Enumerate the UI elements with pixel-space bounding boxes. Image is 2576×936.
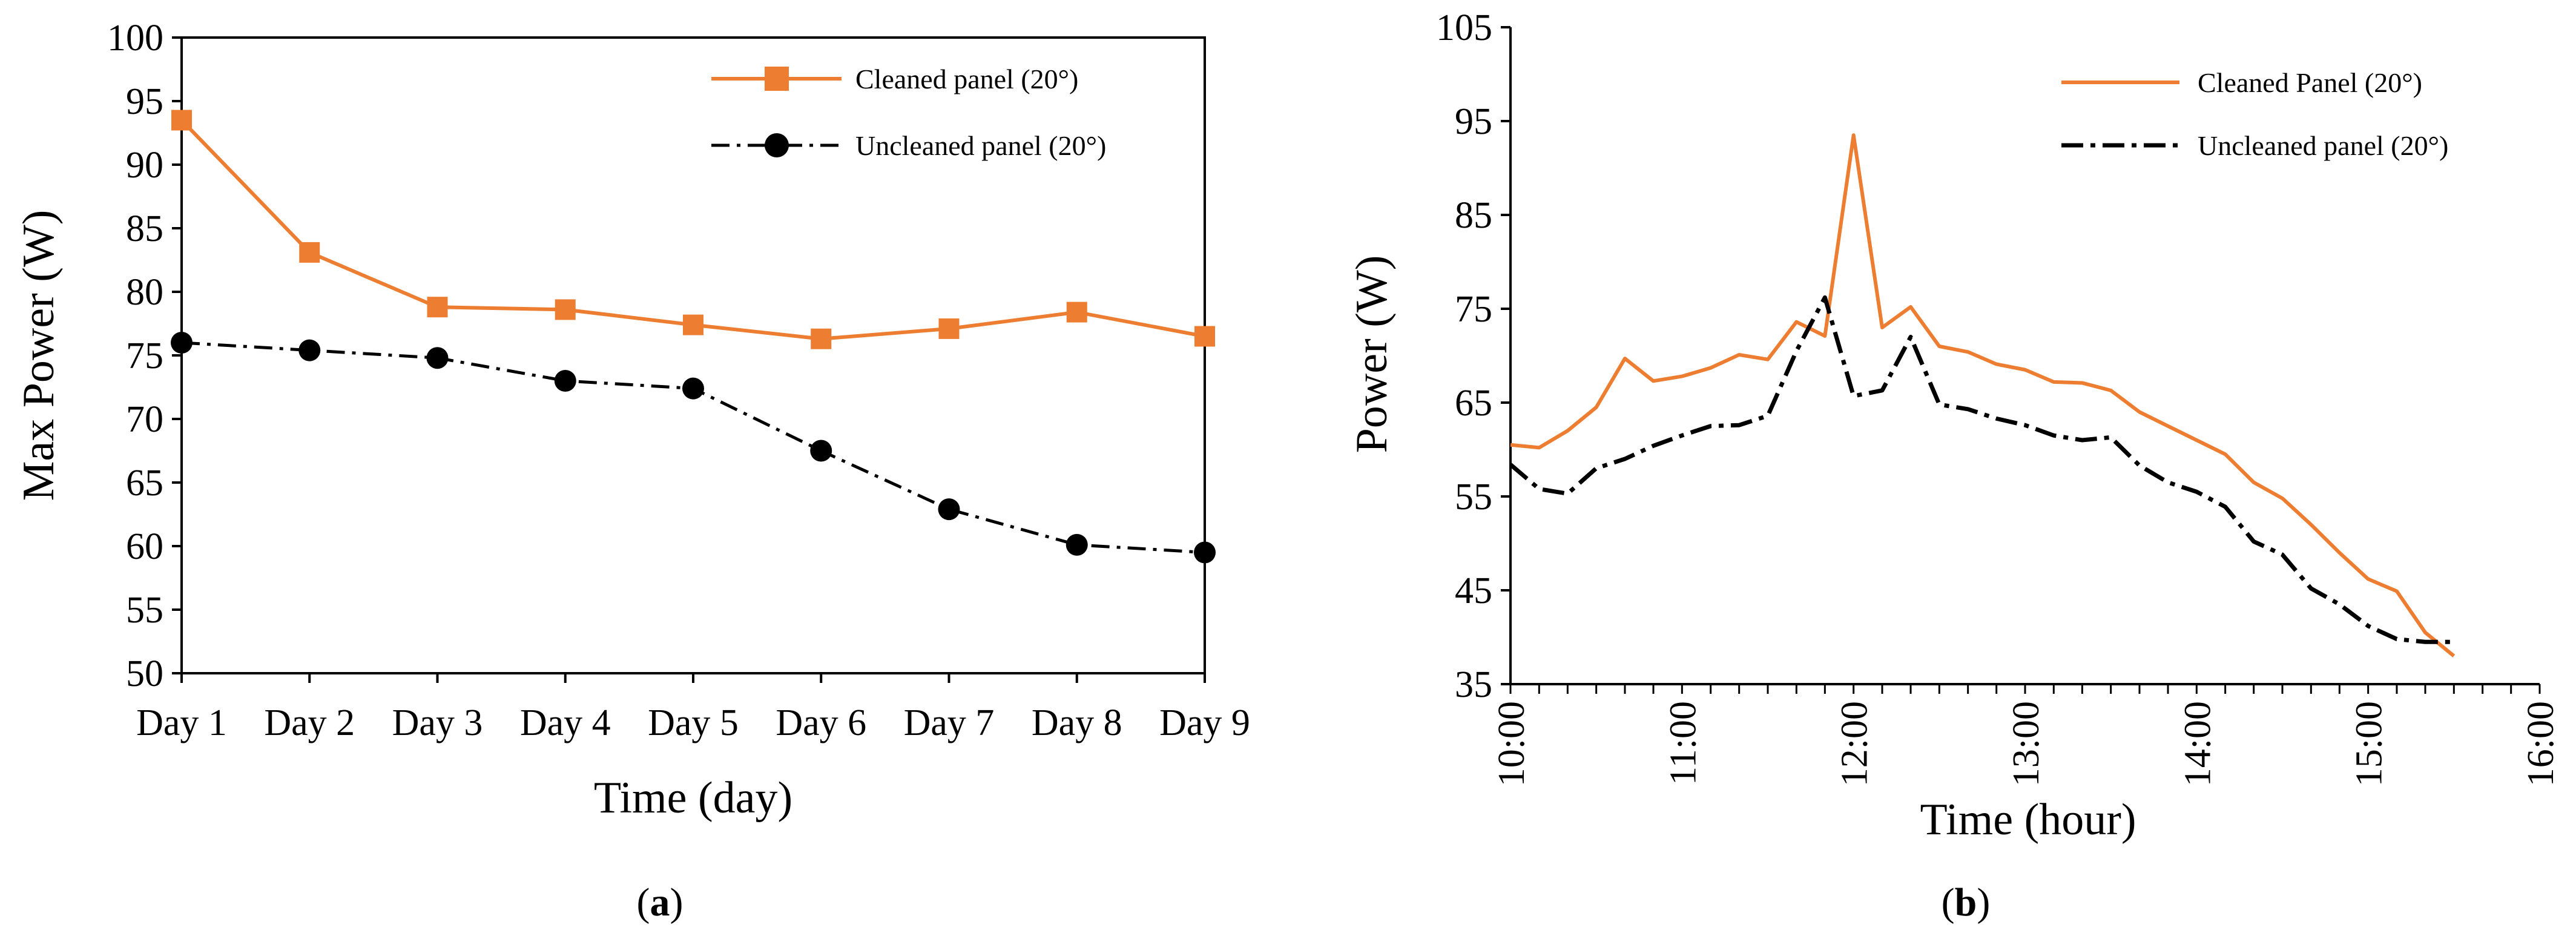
chart-b-y-tick-label: 55: [1455, 476, 1492, 518]
legend-b-label-cleaned: Cleaned Panel (20°): [2198, 67, 2422, 98]
chart-a-point-uncleaned: [810, 440, 832, 462]
chart-a-x-tick-label: Day 2: [264, 702, 355, 743]
chart-b-x-tick-label: 11:00: [1662, 701, 1704, 785]
chart-a-y-tick-label: 50: [126, 653, 163, 694]
legend-a-label-cleaned: Cleaned panel (20°): [855, 64, 1078, 94]
chart-b-x-tick-label: 10:00: [1491, 701, 1532, 786]
legend-a-marker-cleaned: [765, 67, 789, 91]
chart-a-point-cleaned: [1194, 326, 1215, 347]
chart-a-point-cleaned: [811, 328, 832, 349]
chart-a-y-ticks: 50 55 60 65 70 75 80 85 90 95 100: [107, 18, 182, 694]
chart-b-y-tick-label: 65: [1455, 383, 1492, 424]
chart-a-point-uncleaned: [938, 498, 960, 521]
chart-a-point-uncleaned: [426, 347, 449, 369]
chart-a-y-tick-label: 85: [126, 208, 163, 249]
chart-b-x-tick-label: 13:00: [2006, 701, 2047, 786]
chart-a-y-tick-label: 60: [126, 526, 163, 567]
chart-a-point-cleaned: [938, 318, 960, 339]
chart-a-caption-letter: a: [650, 880, 670, 924]
chart-b-x-tick-label: 16:00: [2520, 701, 2561, 786]
chart-b-y-tick-label: 85: [1455, 195, 1492, 236]
chart-b-x-tick-label: 12:00: [1834, 701, 1876, 786]
chart-b-y-tick-label: 95: [1455, 101, 1492, 142]
chart-a-x-tick-label: Day 6: [776, 702, 866, 743]
chart-a-point-uncleaned: [171, 332, 193, 354]
chart-a-point-uncleaned: [554, 370, 576, 392]
chart-a-y-tick-label: 100: [107, 18, 163, 59]
chart-a-x-tick-label: Day 4: [520, 702, 611, 743]
chart-a-x-axis-title: Time (day): [594, 773, 792, 823]
chart-a-x-tick-label: Day 7: [904, 702, 995, 743]
chart-a-caption-close: ): [670, 880, 684, 924]
chart-a-x-tick-label: Day 3: [392, 702, 483, 743]
chart-a-legend: Cleaned panel (20°) Uncleaned panel (20°…: [711, 64, 1106, 161]
legend-a-label-uncleaned: Uncleaned panel (20°): [855, 130, 1106, 161]
chart-a-y-tick-label: 80: [126, 272, 163, 313]
chart-b-caption-letter: b: [1955, 880, 1977, 924]
legend-b-label-uncleaned: Uncleaned panel (20°): [2198, 130, 2448, 161]
chart-a-x-tick-label: Day 8: [1032, 702, 1122, 743]
legend-a-marker-uncleaned: [765, 133, 789, 157]
chart-a-x-ticks: Day 1 Day 2 Day 3 Day 4 Day 5 Day 6 Day 7 Day 8…: [136, 673, 1250, 743]
chart-a-point-cleaned: [299, 242, 320, 263]
chart-a-y-tick-label: 75: [126, 335, 163, 377]
chart-a-point-uncleaned: [298, 339, 321, 361]
chart-a-series-line-uncleaned: [181, 341, 1205, 554]
chart-b-y-tick-label: 35: [1455, 664, 1492, 705]
chart-a-x-tick-label: Day 5: [648, 702, 739, 743]
chart-a-caption-open: (: [637, 880, 650, 924]
chart-a-y-tick-label: 65: [126, 463, 163, 504]
chart-b-x-ticks: 10:00 11:00 12:00 13:00 14:00 15:00 16:00: [1491, 684, 2561, 786]
chart-a-y-axis-title: Max Power (W): [14, 210, 64, 501]
chart-b-caption-close: ): [1977, 880, 1990, 924]
chart-b-y-tick-label: 75: [1455, 289, 1492, 330]
chart-b-y-ticks: 35 45 55 65 75 85 95 105: [1436, 7, 1510, 705]
chart-b-series: [1509, 133, 2456, 658]
chart-a-y-tick-label: 55: [126, 590, 163, 631]
chart-b-series-line-uncleaned: [1509, 295, 2454, 644]
chart-a-y-tick-label: 95: [126, 81, 163, 122]
chart-a-point-uncleaned: [682, 377, 704, 400]
chart-a-point-uncleaned: [1194, 541, 1216, 564]
chart-b: 35 45 55 65 75 85 95 105 10:00 11:00 12:00 13:00 14…: [1347, 7, 2561, 924]
chart-a-caption: (a): [637, 880, 684, 924]
chart-a-point-uncleaned: [1066, 533, 1088, 556]
chart-a-series: [171, 110, 1216, 564]
chart-a-point-cleaned: [1066, 302, 1087, 323]
chart-b-y-axis-title: Power (W): [1347, 255, 1397, 453]
chart-b-caption: (b): [1942, 880, 1991, 924]
chart-b-x-tick-label: 15:00: [2349, 701, 2390, 786]
chart-a-y-tick-label: 70: [126, 399, 163, 440]
chart-b-legend: Cleaned Panel (20°) Uncleaned panel (20°…: [2061, 67, 2448, 161]
chart-b-y-tick-label: 105: [1436, 7, 1492, 48]
chart-a-y-tick-label: 90: [126, 145, 163, 186]
chart-a-point-cleaned: [555, 299, 576, 320]
chart-b-y-tick-label: 45: [1455, 570, 1492, 611]
chart-a-point-cleaned: [427, 297, 448, 318]
chart-a-x-tick-label: Day 1: [136, 702, 227, 743]
chart-b-series-line-cleaned: [1510, 133, 2456, 658]
chart-a-point-cleaned: [171, 110, 192, 131]
chart-a-x-tick-label: Day 9: [1159, 702, 1250, 743]
chart-b-x-tick-label: 14:00: [2177, 701, 2218, 786]
chart-b-x-axis-title: Time (hour): [1920, 795, 2136, 845]
chart-b-caption-open: (: [1942, 880, 1955, 924]
chart-a-point-cleaned: [683, 314, 703, 335]
